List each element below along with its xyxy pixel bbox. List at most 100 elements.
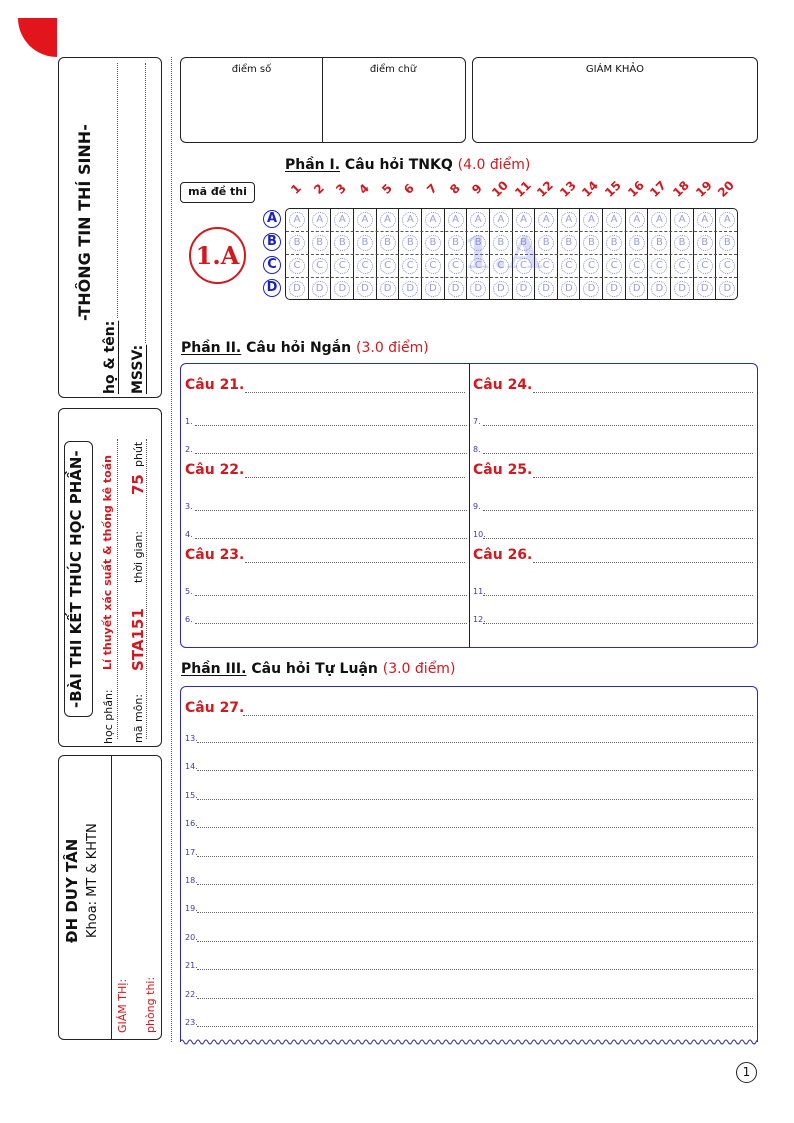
answer-line[interactable] xyxy=(483,453,753,454)
answer-bubble[interactable]: C xyxy=(379,258,396,274)
answer-bubble[interactable]: D xyxy=(606,281,623,297)
answer-bubble[interactable]: B xyxy=(424,235,441,251)
answer-bubble[interactable]: B xyxy=(719,235,736,251)
answer-line[interactable] xyxy=(243,715,753,716)
room-field[interactable]: phòng thi: xyxy=(144,976,157,1033)
answer-bubble[interactable]: D xyxy=(674,281,691,297)
answer-bubble[interactable]: B xyxy=(470,235,487,251)
answer-bubble[interactable]: A xyxy=(538,212,555,228)
answer-line[interactable] xyxy=(245,562,465,563)
answer-bubble[interactable]: D xyxy=(356,281,373,297)
answer-bubble[interactable]: A xyxy=(424,212,441,228)
answer-bubble[interactable]: D xyxy=(628,281,645,297)
answer-bubble[interactable]: C xyxy=(289,258,305,274)
answer-line[interactable] xyxy=(483,623,753,624)
student-id-field[interactable]: MSSV: xyxy=(130,344,146,394)
answer-bubble[interactable]: D xyxy=(470,281,487,297)
answer-bubble[interactable]: B xyxy=(583,235,600,251)
answer-line[interactable] xyxy=(195,453,467,454)
answer-bubble[interactable]: B xyxy=(515,235,532,251)
answer-bubble[interactable]: A xyxy=(311,212,328,228)
proctor-field[interactable]: GIÁM THỊ: xyxy=(116,978,129,1033)
answer-line[interactable] xyxy=(197,912,753,914)
answer-bubble[interactable]: B xyxy=(696,235,713,251)
answer-bubble[interactable]: A xyxy=(606,212,623,228)
answer-bubble[interactable]: D xyxy=(402,281,419,297)
answer-line[interactable] xyxy=(197,827,753,829)
answer-line[interactable] xyxy=(533,477,753,478)
answer-bubble[interactable]: D xyxy=(311,281,328,297)
answer-bubble[interactable]: B xyxy=(356,235,373,251)
answer-line[interactable] xyxy=(197,940,753,942)
answer-line[interactable] xyxy=(245,477,465,478)
answer-bubble[interactable]: D xyxy=(379,281,396,297)
answer-line[interactable] xyxy=(195,425,467,426)
answer-bubble[interactable]: A xyxy=(583,212,600,228)
answer-bubble[interactable]: B xyxy=(628,235,645,251)
answer-bubble[interactable]: B xyxy=(560,235,577,251)
answer-bubble[interactable]: D xyxy=(538,281,555,297)
answer-line[interactable] xyxy=(483,595,753,596)
answer-bubble[interactable]: C xyxy=(674,258,691,274)
answer-bubble[interactable]: C xyxy=(402,258,419,274)
answer-line[interactable] xyxy=(197,884,753,885)
answer-bubble[interactable]: C xyxy=(628,258,645,274)
answer-bubble[interactable]: A xyxy=(447,212,464,228)
answer-bubble[interactable]: C xyxy=(356,258,373,274)
answer-bubble[interactable]: D xyxy=(583,281,600,297)
answer-line[interactable] xyxy=(195,538,467,539)
answer-bubble[interactable]: A xyxy=(379,212,396,228)
answer-bubble[interactable]: D xyxy=(424,281,441,297)
answer-bubble[interactable]: C xyxy=(424,258,441,274)
answer-bubble[interactable]: B xyxy=(289,235,305,251)
answer-bubble[interactable]: C xyxy=(719,258,736,274)
answer-line[interactable] xyxy=(197,1026,753,1027)
answer-bubble[interactable]: A xyxy=(470,212,487,228)
answer-bubble[interactable]: B xyxy=(538,235,555,251)
answer-line[interactable] xyxy=(197,742,753,743)
answer-bubble[interactable]: D xyxy=(696,281,713,297)
answer-bubble[interactable]: B xyxy=(402,235,419,251)
answer-line[interactable] xyxy=(483,538,753,539)
answer-bubble[interactable]: C xyxy=(606,258,623,274)
answer-bubble[interactable]: D xyxy=(515,281,532,297)
answer-line[interactable] xyxy=(197,798,753,800)
answer-bubble[interactable]: A xyxy=(696,212,713,228)
answer-bubble[interactable]: B xyxy=(334,235,351,251)
answer-bubble[interactable]: D xyxy=(719,281,736,297)
answer-line[interactable] xyxy=(483,425,753,426)
answer-bubble[interactable]: A xyxy=(492,212,509,228)
answer-line[interactable] xyxy=(197,969,753,971)
answer-bubble[interactable]: A xyxy=(356,212,373,228)
answer-line[interactable] xyxy=(195,623,467,624)
answer-bubble[interactable]: C xyxy=(515,258,532,274)
answer-line[interactable] xyxy=(195,595,467,596)
answer-bubble[interactable]: C xyxy=(560,258,577,274)
answer-bubble[interactable]: D xyxy=(560,281,577,297)
answer-bubble[interactable]: C xyxy=(334,258,351,274)
answer-bubble[interactable]: A xyxy=(651,212,668,228)
answer-bubble[interactable]: A xyxy=(719,212,736,228)
answer-bubble[interactable]: D xyxy=(651,281,668,297)
answer-line[interactable] xyxy=(483,510,753,511)
answer-line[interactable] xyxy=(197,855,753,857)
answer-line[interactable] xyxy=(195,510,467,511)
answer-bubble[interactable]: C xyxy=(470,258,487,274)
answer-bubble[interactable]: C xyxy=(696,258,713,274)
answer-bubble[interactable]: A xyxy=(628,212,645,228)
answer-bubble[interactable]: B xyxy=(311,235,328,251)
answer-bubble[interactable]: C xyxy=(538,258,555,274)
answer-bubble[interactable]: C xyxy=(311,258,328,274)
answer-line[interactable] xyxy=(197,770,753,772)
answer-bubble[interactable]: B xyxy=(674,235,691,251)
answer-bubble[interactable]: B xyxy=(492,235,509,251)
answer-line[interactable] xyxy=(533,392,753,393)
answer-bubble[interactable]: C xyxy=(651,258,668,274)
answer-bubble[interactable]: A xyxy=(402,212,419,228)
answer-bubble[interactable]: C xyxy=(583,258,600,274)
answer-line[interactable] xyxy=(197,997,753,999)
answer-bubble[interactable]: A xyxy=(289,212,305,228)
answer-bubble[interactable]: A xyxy=(334,212,351,228)
answer-bubble[interactable]: B xyxy=(606,235,623,251)
answer-line[interactable] xyxy=(533,562,753,563)
